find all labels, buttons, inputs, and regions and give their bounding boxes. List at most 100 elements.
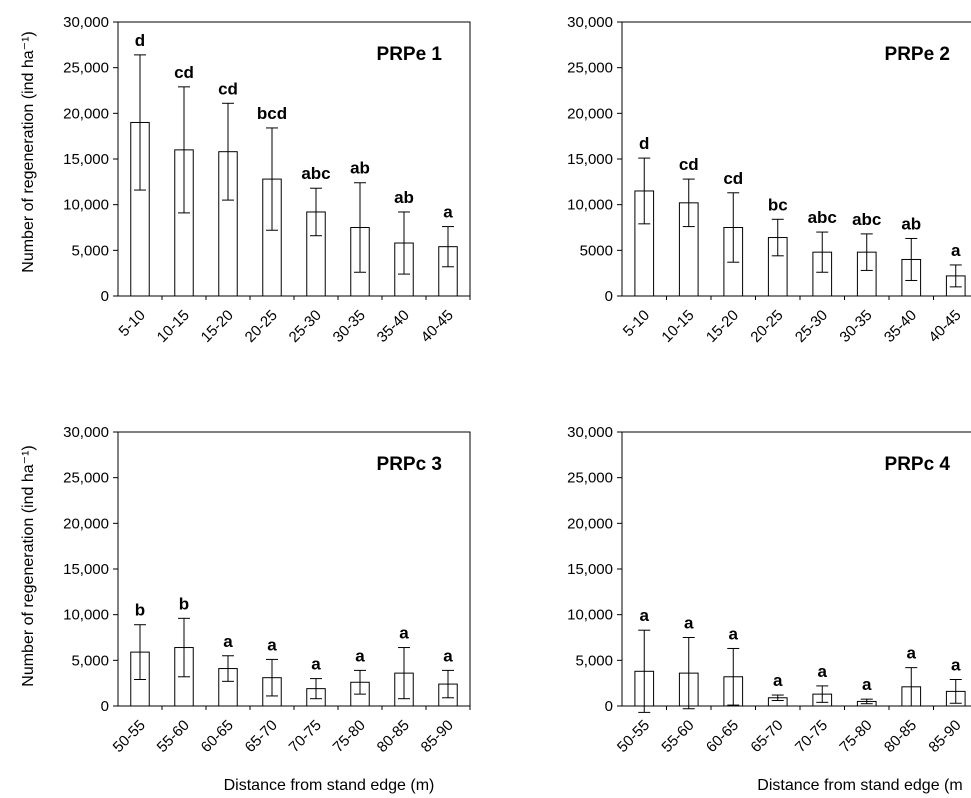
- significance-label: a: [223, 632, 233, 651]
- y-tick-label: 10,000: [567, 197, 613, 214]
- plot-frame: [621, 21, 971, 297]
- significance-label: ab: [901, 214, 921, 233]
- significance-label: a: [443, 203, 453, 222]
- significance-label: b: [135, 601, 145, 620]
- plot-frame: [117, 21, 471, 297]
- significance-label: bcd: [257, 104, 287, 123]
- category-label: 60-65: [198, 717, 237, 756]
- category-label: 80-85: [374, 717, 413, 756]
- y-tick-label: 10,000: [63, 197, 109, 214]
- y-tick-labels: 0 5000 10,000 15,000 20,000 25,000 30,000: [567, 14, 622, 305]
- y-tick-label: 25,000: [63, 60, 109, 77]
- y-tick-label: 20,000: [63, 105, 109, 122]
- y-tick-labels: 0 5,000 10,000 15,000 20,000 25,000 30,000: [567, 424, 622, 715]
- y-axis-label: Number of regeneration (ind ha⁻¹): [20, 31, 37, 272]
- plot-frame: [621, 431, 971, 707]
- significance-label: abc: [301, 164, 330, 183]
- significance-label: cd: [679, 155, 699, 174]
- significance-label: a: [311, 655, 321, 674]
- y-tick-label: 15,000: [63, 561, 109, 578]
- y-tick-label: 5000: [580, 242, 613, 259]
- category-label: 25-30: [792, 307, 831, 346]
- category-label: 70-75: [286, 717, 325, 756]
- y-tick-label: 10,000: [567, 607, 613, 624]
- category-label: 75-80: [330, 717, 369, 756]
- significance-label: a: [399, 624, 409, 643]
- y-tick-label: 30,000: [567, 14, 613, 31]
- significance-label: a: [907, 644, 917, 663]
- y-axis-label: Number of regeneration (ind ha⁻¹): [20, 445, 37, 686]
- category-labels: 50-55 55-60 60-65 65-70 70-75 75-80 80-85 85-90: [614, 706, 965, 756]
- category-label: 30-35: [330, 307, 369, 346]
- significance-label: abc: [808, 208, 837, 227]
- y-tick-label: 20,000: [567, 105, 613, 122]
- category-label: 60-65: [703, 717, 742, 756]
- significance-label: a: [267, 635, 277, 654]
- significance-label: a: [951, 241, 961, 260]
- plot-frame: [117, 431, 471, 707]
- y-tick-label: 10,000: [63, 607, 109, 624]
- y-tick-label: 5,000: [575, 652, 613, 669]
- panel-prpe2: 0 5000 10,000 15,000 20,000 25,000 30,000 d cd c…: [567, 14, 971, 346]
- significance-label: a: [862, 675, 872, 694]
- category-label: 35-40: [374, 307, 413, 346]
- y-tick-label: 20,000: [567, 515, 613, 532]
- y-tick-label: 25,000: [567, 60, 613, 77]
- bar-series: [634, 670, 966, 707]
- category-label: 75-80: [836, 717, 875, 756]
- y-tick-label: 30,000: [567, 424, 613, 441]
- bar-series: [130, 121, 458, 297]
- significance-label: cd: [218, 79, 238, 98]
- y-tick-label: 0: [605, 288, 613, 305]
- significance-label: ab: [394, 188, 414, 207]
- significance-label: d: [135, 31, 145, 50]
- category-label: 30-35: [836, 307, 875, 346]
- significance-label: a: [684, 614, 694, 633]
- y-tick-label: 25,000: [63, 470, 109, 487]
- category-label: 35-40: [881, 307, 920, 346]
- category-label: 65-70: [242, 717, 281, 756]
- y-tick-label: 15,000: [567, 151, 613, 168]
- category-label: 80-85: [881, 717, 920, 756]
- x-axis-label: Distance from stand edge (m: [757, 777, 962, 794]
- significance-labels: a a a a a a a a: [640, 606, 962, 694]
- significance-label: cd: [174, 63, 194, 82]
- panel-title: PRPc 4: [885, 454, 951, 475]
- panel-prpe1: Number of regeneration (ind ha⁻¹) 0 5,000…: [20, 14, 471, 346]
- y-tick-labels: 0 5,000 10,000 15,000 20,000 25,000 30,000: [63, 424, 118, 715]
- y-tick-labels: 0 5,000 10,000 15,000 20,000 25,000 30,000: [63, 14, 118, 305]
- error-bars: [638, 629, 962, 713]
- y-tick-label: 0: [605, 698, 613, 715]
- category-labels: 50-55 55-60 60-65 65-70 70-75 75-80 80-85 85-90: [110, 706, 471, 756]
- significance-label: a: [818, 662, 828, 681]
- category-label: 40-45: [418, 307, 457, 346]
- category-label: 70-75: [792, 717, 831, 756]
- significance-label: b: [179, 594, 189, 613]
- significance-label: a: [773, 671, 783, 690]
- category-labels: 5-10 10-15 15-20 20-25 25-30 30-35 35-40 40-45: [620, 296, 965, 346]
- category-label: 20-25: [242, 307, 281, 346]
- y-tick-label: 5,000: [71, 652, 109, 669]
- category-label: 50-55: [110, 717, 149, 756]
- panel-title: PRPc 3: [377, 454, 442, 475]
- significance-label: ab: [350, 159, 370, 178]
- error-bars: [638, 157, 962, 288]
- category-label: 15-20: [198, 307, 237, 346]
- panel-title: PRPe 2: [885, 44, 950, 65]
- significance-label: a: [355, 646, 365, 665]
- category-label: 65-70: [747, 717, 786, 756]
- category-label: 5-10: [620, 307, 653, 340]
- y-tick-label: 30,000: [63, 14, 109, 31]
- category-label: 10-15: [154, 307, 193, 346]
- y-tick-label: 0: [101, 698, 109, 715]
- significance-label: a: [951, 656, 961, 675]
- y-tick-label: 5,000: [71, 242, 109, 259]
- category-label: 20-25: [747, 307, 786, 346]
- category-label: 15-20: [703, 307, 742, 346]
- y-tick-label: 15,000: [567, 561, 613, 578]
- error-bars: [134, 617, 454, 700]
- category-label: 55-60: [658, 717, 697, 756]
- panel-title: PRPe 1: [377, 44, 443, 65]
